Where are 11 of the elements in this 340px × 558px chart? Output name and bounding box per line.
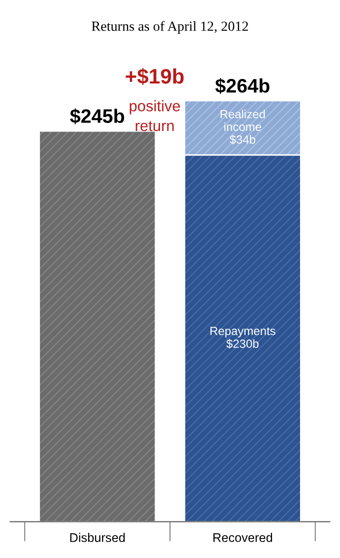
chart-title: Returns as of April 12, 2012 (92, 20, 248, 34)
annotation: positive return (130, 100, 180, 132)
data-label: $230b (226, 339, 259, 349)
x-tick-label: Disbursed (70, 532, 125, 542)
series-label: Realized income (220, 110, 265, 132)
series-label: Repayments (210, 326, 276, 338)
total-label: $264b (215, 78, 270, 94)
x-tick-label: Recovered (213, 532, 272, 542)
text: +$19b (126, 68, 184, 86)
total-label: $245b (70, 108, 124, 124)
data-label: $34b (230, 134, 256, 144)
